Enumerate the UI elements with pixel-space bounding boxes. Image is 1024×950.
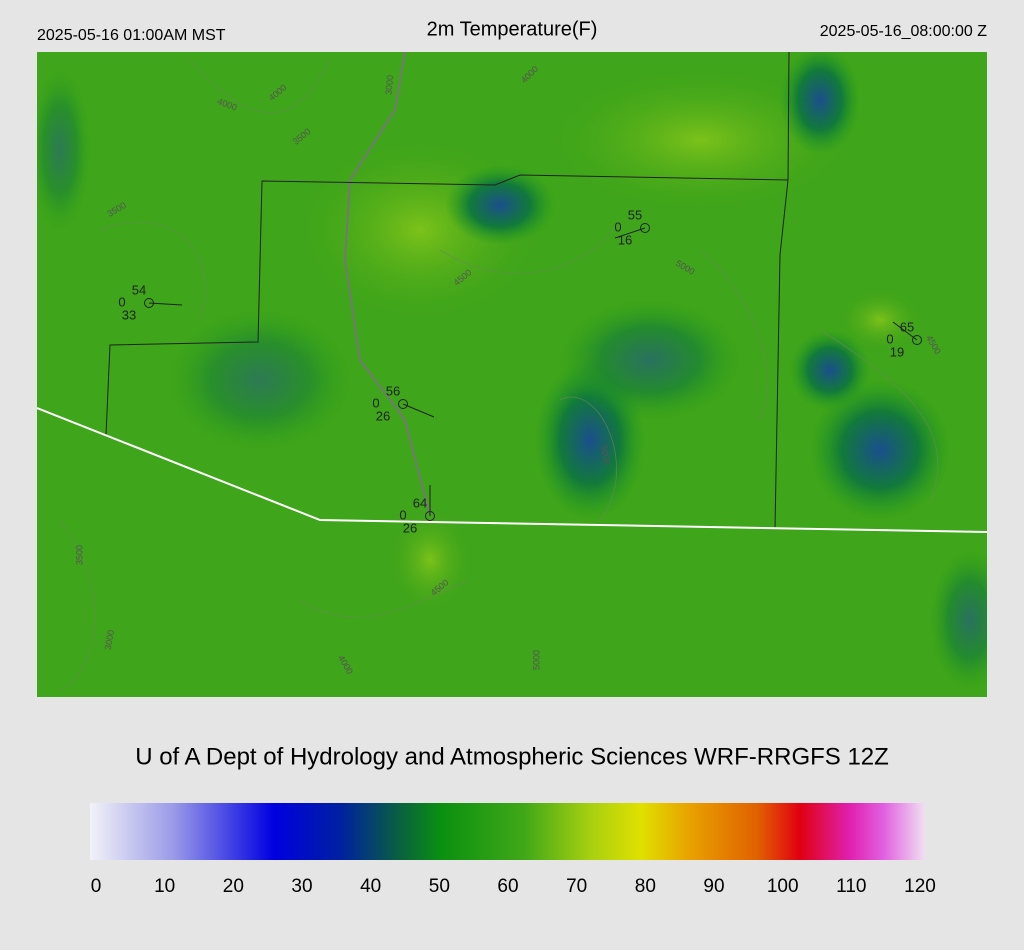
wind-barb (148, 302, 183, 306)
colorbar-tick-label: 50 (429, 876, 450, 897)
temperature: 55 (628, 207, 642, 222)
station-circle (398, 399, 408, 409)
colorbar (90, 803, 925, 860)
colorbar-tick-label: 110 (836, 876, 866, 897)
station-code: 0 (614, 219, 621, 234)
map-title: 2m Temperature(F) (427, 18, 598, 40)
wind-barb (402, 403, 435, 418)
station-code: 0 (886, 331, 893, 346)
map: 5403355016650195602664026400040003500300… (37, 52, 987, 697)
colorbar-tick-label: 30 (291, 876, 312, 897)
temperature: 65 (900, 319, 914, 334)
dewpoint: 19 (890, 344, 904, 359)
contour-label: 5000 (599, 444, 612, 465)
colorbar-tick-label: 100 (767, 876, 799, 897)
station-plot: 54 033 (118, 282, 183, 322)
valid-local: 2025-05-16 01:00AM MST (37, 27, 226, 44)
valid-utc: 2025-05-16_08:00:00 Z (820, 23, 987, 40)
contour-label: 3000 (103, 629, 116, 650)
wind-barb (614, 227, 646, 239)
colorbar-tick-label: 80 (635, 876, 656, 897)
station-code: 0 (372, 395, 379, 410)
dewpoint: 26 (376, 408, 390, 423)
station-plot: 64 026 (399, 485, 435, 535)
dewpoint: 16 (618, 232, 632, 247)
dewpoint: 33 (122, 307, 136, 322)
colorbar-tick-label: 70 (566, 876, 587, 897)
colorbar-tick-label: 10 (154, 876, 175, 897)
contour-label: 5000 (531, 650, 541, 670)
temperature: 64 (413, 495, 427, 510)
colorbar-tick-label: 60 (497, 876, 518, 897)
colorbar-tick-label: 40 (360, 876, 381, 897)
colorbar-tick-label: 20 (223, 876, 244, 897)
colorbar-tick-label: 0 (91, 876, 102, 897)
station-code: 0 (118, 294, 125, 309)
credit: U of A Dept of Hydrology and Atmospheric… (135, 743, 889, 770)
station-plot: 56 026 (372, 383, 435, 423)
station-circle (912, 335, 922, 345)
station-circle (425, 511, 435, 521)
temperature: 54 (132, 282, 146, 297)
station-circle (144, 298, 154, 308)
colorbar-tick-label: 120 (904, 876, 936, 897)
station-circle (640, 223, 650, 233)
station-code: 0 (399, 507, 406, 522)
station-plot: 65 019 (886, 319, 922, 359)
contour-label: 3500 (74, 545, 84, 565)
contour-label: 3000 (384, 75, 396, 96)
station-plot: 55 016 (614, 207, 650, 247)
temperature: 56 (386, 383, 400, 398)
colorbar-tick-label: 90 (703, 876, 724, 897)
dewpoint: 26 (403, 520, 417, 535)
